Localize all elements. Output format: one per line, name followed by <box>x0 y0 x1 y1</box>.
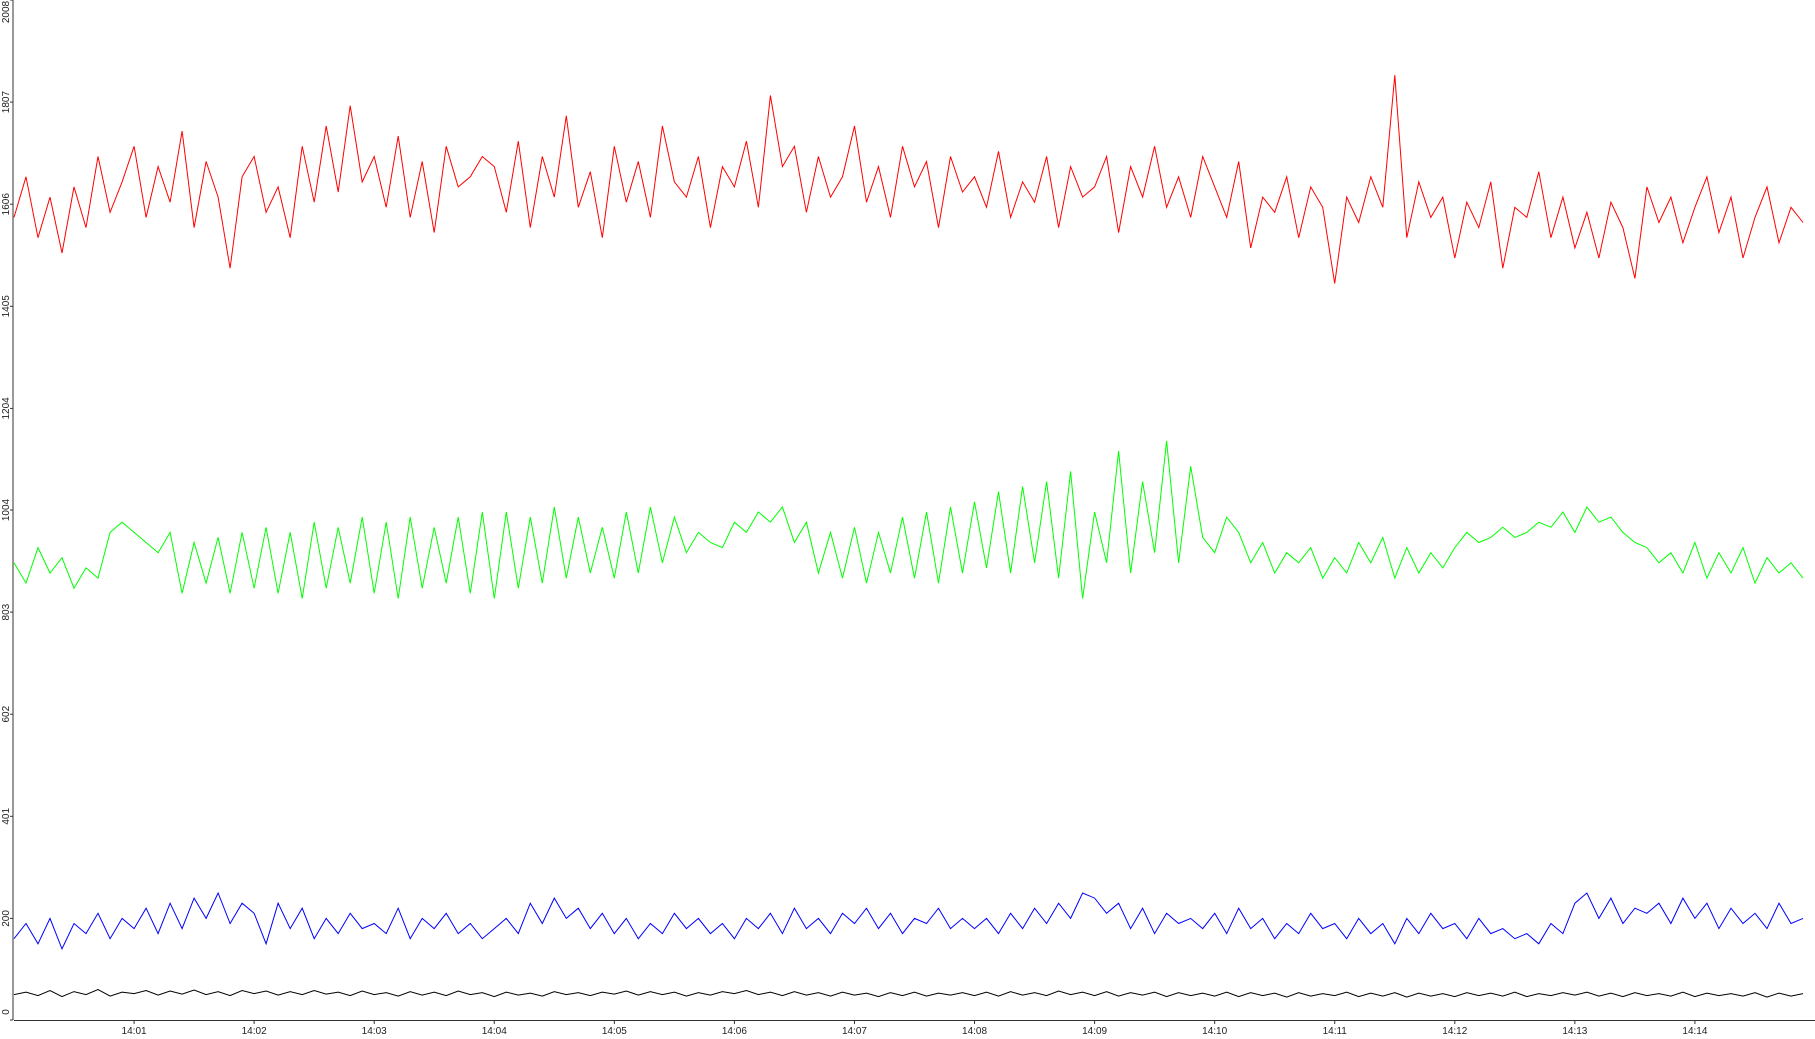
x-tick-label: 14:09 <box>1082 1026 1107 1037</box>
y-tick-label: 1606 <box>1 193 12 216</box>
x-tick-label: 14:05 <box>602 1026 627 1037</box>
series-line <box>13 75 1804 284</box>
x-tick-label: 14:11 <box>1323 1026 1348 1037</box>
series-line <box>13 988 1804 998</box>
series-line <box>13 891 1804 951</box>
y-tick-label: 200 <box>1 910 12 927</box>
x-tick-label: 14:10 <box>1202 1026 1227 1037</box>
x-tick-label: 14:02 <box>242 1026 267 1037</box>
x-tick-label: 14:14 <box>1682 1026 1707 1037</box>
y-tick-label: 1405 <box>1 295 12 318</box>
x-tick-label: 14:01 <box>122 1026 147 1037</box>
series-line <box>13 440 1804 599</box>
x-tick-label: 14:12 <box>1442 1026 1467 1037</box>
x-tick-label: 14:13 <box>1562 1026 1587 1037</box>
x-tick-label: 14:03 <box>362 1026 387 1037</box>
x-tick-label: 14:08 <box>962 1026 987 1037</box>
y-tick-label: 1004 <box>1 498 12 521</box>
y-tick-label: 0 <box>1 1009 12 1015</box>
y-tick-label: 602 <box>1 705 12 722</box>
y-tick-label: 2008 <box>1 0 12 23</box>
y-tick-label: 1807 <box>1 91 12 114</box>
x-tick-label: 14:06 <box>722 1026 747 1037</box>
y-tick-label: 401 <box>1 808 12 825</box>
y-tick-label: 803 <box>1 603 12 620</box>
y-tick-label: 1204 <box>1 397 12 420</box>
x-tick-label: 14:04 <box>482 1026 507 1037</box>
x-tick-label: 14:07 <box>842 1026 867 1037</box>
